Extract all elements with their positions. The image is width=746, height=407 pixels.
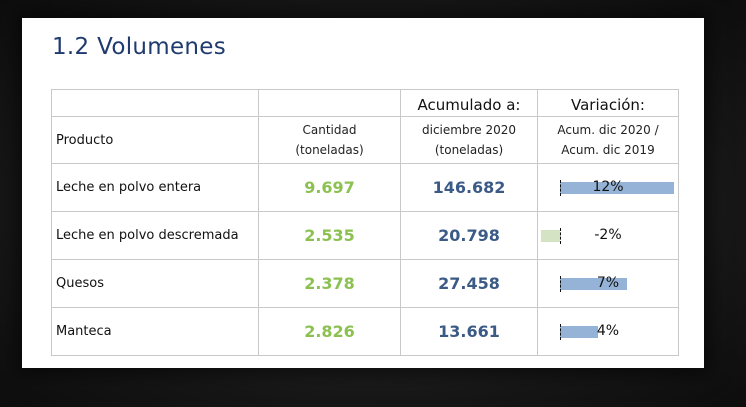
acumulado-cell: 20.798 [400,211,538,260]
variacion-bar [541,230,560,242]
header-variacion: Acum. dic 2020 / Acum. dic 2019 [537,116,679,164]
variacion-label: 12% [592,179,624,195]
variacion-bar-area: 4% [538,308,678,355]
variacion-bar [560,278,627,290]
variacion-cell: -2% [537,211,679,260]
producto-cell: Leche en polvo descremada [51,211,259,260]
acumulado-cell: 27.458 [400,259,538,308]
variacion-axis [560,180,561,196]
variacion-cell: 12% [537,163,679,212]
variacion-bar-area: -2% [538,212,678,259]
header-empty-cell [258,89,401,117]
variacion-cell: 7% [537,259,679,308]
header-cantidad-line2: (toneladas) [295,143,364,157]
header-row-bottom: Producto Cantidad (toneladas) diciembre … [51,116,679,164]
variacion-label: 7% [596,275,620,291]
variacion-bar [560,182,674,194]
slide: 1.2 Volumenes Acumulado a: Variación: Pr… [22,18,704,368]
header-cantidad-line1: Cantidad [302,123,357,137]
cantidad-cell: 2.826 [258,307,401,356]
table-row: Leche en polvo descremada 2.535 20.798 -… [51,211,679,260]
acumulado-cell: 13.661 [400,307,538,356]
header-variacion-line1: Acum. dic 2020 / [557,123,659,137]
variacion-axis [560,276,561,292]
header-acumulado-line2: (toneladas) [434,143,504,157]
volumes-table: Acumulado a: Variación: Producto Cantida… [51,89,679,356]
acumulado-cell: 146.682 [400,163,538,212]
header-row-top: Acumulado a: Variación: [51,89,679,117]
variacion-bar-area: 7% [538,260,678,307]
header-producto: Producto [51,116,259,164]
variacion-axis [560,324,561,340]
header-empty-cell [51,89,259,117]
table-row: Leche en polvo entera 9.697 146.682 12% [51,163,679,212]
variacion-bar-area: 12% [538,164,678,211]
producto-cell: Quesos [51,259,259,308]
cantidad-cell: 2.535 [258,211,401,260]
cantidad-cell: 2.378 [258,259,401,308]
page-title: 1.2 Volumenes [52,34,227,60]
table-row: Quesos 2.378 27.458 7% [51,259,679,308]
header-cantidad: Cantidad (toneladas) [258,116,401,164]
producto-cell: Manteca [51,307,259,356]
header-variacion-title: Variación: [537,89,679,117]
table-row: Manteca 2.826 13.661 4% [51,307,679,356]
header-acumulado-line1: diciembre 2020 [422,123,516,137]
header-acumulado-title: Acumulado a: [400,89,538,117]
variacion-bar [560,326,598,338]
header-acumulado: diciembre 2020 (toneladas) [400,116,538,164]
variacion-axis [560,228,561,244]
header-variacion-line2: Acum. dic 2019 [561,143,655,157]
variacion-label: 4% [596,323,620,339]
producto-cell: Leche en polvo entera [51,163,259,212]
variacion-cell: 4% [537,307,679,356]
cantidad-cell: 9.697 [258,163,401,212]
variacion-label: -2% [594,227,622,243]
